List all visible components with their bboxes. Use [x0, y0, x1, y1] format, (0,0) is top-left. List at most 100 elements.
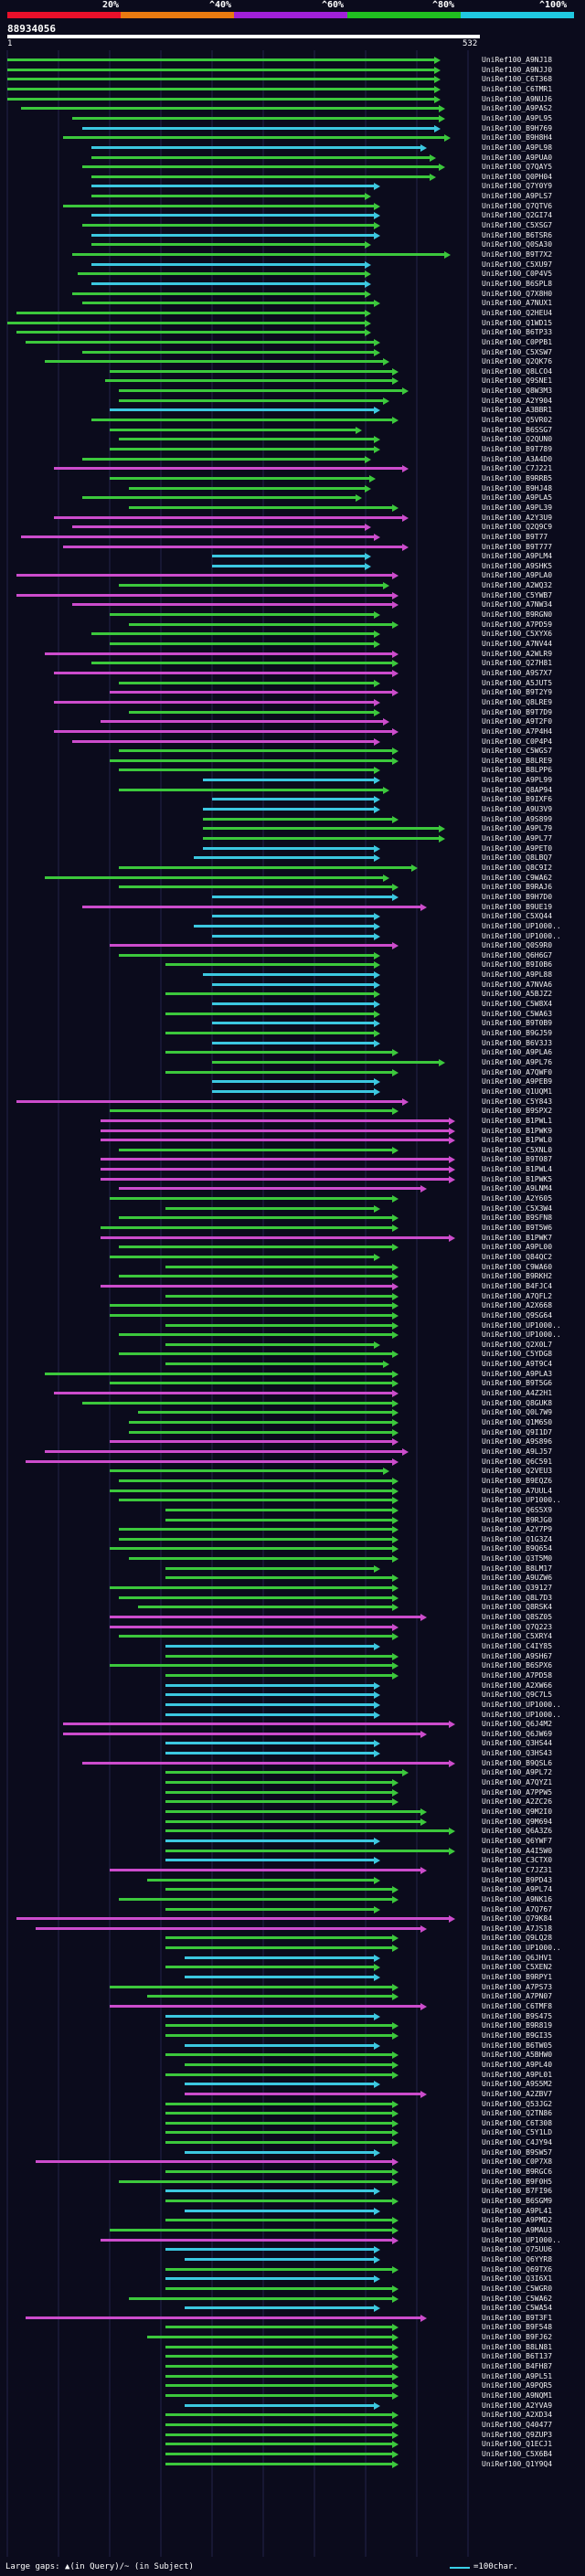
hit-label[interactable]: UniRef100_A9PL74 [482, 1885, 553, 1894]
hit-bar[interactable] [110, 428, 356, 431]
hit-row[interactable]: UniRef100_C7JZ31 [0, 1866, 585, 1876]
hit-label[interactable]: UniRef100_A9T9C4 [482, 1360, 553, 1369]
hit-row[interactable]: UniRef100_B6TP33 [0, 328, 585, 338]
hit-label[interactable]: UniRef100_C5XYX6 [482, 630, 553, 639]
hit-row[interactable]: UniRef100_Q6YYR8 [0, 2255, 585, 2265]
hit-bar[interactable] [212, 1002, 375, 1006]
hit-bar[interactable] [110, 448, 375, 451]
hit-bar[interactable] [165, 2219, 394, 2222]
hit-bar[interactable] [128, 710, 375, 714]
hit-row[interactable]: UniRef100_A9PL95 [0, 114, 585, 124]
hit-label[interactable]: UniRef100_B6TSR6 [482, 230, 553, 239]
hit-bar[interactable] [90, 195, 366, 198]
hit-label[interactable]: UniRef100_B9SFN8 [482, 1214, 553, 1223]
hit-label[interactable]: UniRef100_A9UZW6 [482, 1574, 553, 1583]
hit-bar[interactable] [165, 1051, 394, 1055]
hit-bar[interactable] [72, 253, 445, 256]
hit-row[interactable]: UniRef100_Q9ZUP3 [0, 2431, 585, 2441]
hit-row[interactable]: UniRef100_A4I5W0 [0, 1847, 585, 1857]
hit-bar[interactable] [119, 1333, 394, 1337]
hit-label[interactable]: UniRef100_Q2HEU4 [482, 308, 553, 317]
hit-label[interactable]: UniRef100_Q84QC2 [482, 1252, 553, 1261]
hit-bar[interactable] [212, 1080, 375, 1084]
hit-row[interactable]: UniRef100_B9PD43 [0, 1876, 585, 1886]
hit-label[interactable]: UniRef100_A9LNM4 [482, 1184, 553, 1193]
hit-bar[interactable] [110, 2005, 421, 2008]
hit-bar[interactable] [110, 1382, 394, 1385]
hit-label[interactable]: UniRef100_A7PPW5 [482, 1787, 553, 1797]
hit-bar[interactable] [101, 720, 385, 724]
hit-row[interactable]: UniRef100_B9H769 [0, 124, 585, 134]
hit-row[interactable]: UniRef100_A9UZW6 [0, 1574, 585, 1584]
hit-bar[interactable] [184, 2092, 421, 2095]
hit-bar[interactable] [16, 331, 366, 334]
hit-label[interactable]: UniRef100_B9R819 [482, 2021, 553, 2030]
hit-bar[interactable] [81, 126, 436, 130]
hit-row[interactable]: UniRef100_Q8LRE9 [0, 698, 585, 708]
hit-row[interactable]: UniRef100_B9T5G6 [0, 1379, 585, 1389]
hit-bar[interactable] [212, 1041, 375, 1044]
hit-label[interactable]: UniRef100_A9PL00 [482, 1243, 553, 1252]
hit-bar[interactable] [165, 1888, 394, 1892]
hit-row[interactable]: UniRef100_B9HJ48 [0, 484, 585, 494]
hit-bar[interactable] [165, 1742, 375, 1745]
hit-label[interactable]: UniRef100_A9T2F0 [482, 717, 553, 726]
hit-row[interactable]: UniRef100_B6SGM9 [0, 2197, 585, 2207]
hit-label[interactable]: UniRef100_Q3HS44 [482, 1739, 553, 1748]
hit-label[interactable]: UniRef100_A9SH67 [482, 1651, 553, 1660]
hit-row[interactable]: UniRef100_B6TSR6 [0, 230, 585, 241]
hit-label[interactable]: UniRef100_A2Y605 [482, 1194, 553, 1203]
hit-bar[interactable] [72, 603, 394, 607]
hit-row[interactable]: UniRef100_A9LNM4 [0, 1184, 585, 1194]
hit-row[interactable]: UniRef100_Q7QTV6 [0, 202, 585, 212]
hit-label[interactable]: UniRef100_B9RJG0 [482, 1515, 553, 1524]
hit-label[interactable]: UniRef100_B8LN81 [482, 2342, 553, 2351]
hit-label[interactable]: UniRef100_B1PWL1 [482, 1116, 553, 1125]
hit-row[interactable]: UniRef100_C5X3W4 [0, 1204, 585, 1214]
hit-label[interactable]: UniRef100_UP1000.. [482, 1496, 561, 1505]
hit-bar[interactable] [54, 515, 403, 519]
hit-label[interactable]: UniRef100_B9F0H5 [482, 2177, 553, 2186]
hit-label[interactable]: UniRef100_A9PL79 [482, 824, 553, 833]
hit-label[interactable]: UniRef100_Q0PH04 [482, 172, 553, 181]
hit-label[interactable]: UniRef100_Q6YWF7 [482, 1836, 553, 1845]
hit-label[interactable]: UniRef100_Q79K84 [482, 1914, 553, 1924]
hit-label[interactable]: UniRef100_B9GI35 [482, 2030, 553, 2040]
hit-bar[interactable] [16, 1917, 450, 1921]
hit-row[interactable]: UniRef100_Q0SA30 [0, 240, 585, 250]
hit-bar[interactable] [165, 2374, 394, 2378]
hit-label[interactable]: UniRef100_B9UE19 [482, 902, 553, 911]
hit-row[interactable]: UniRef100_B1PWL1 [0, 1116, 585, 1127]
hit-row[interactable]: UniRef100_A9PLA3 [0, 1370, 585, 1380]
hit-row[interactable]: UniRef100_B9GI35 [0, 2030, 585, 2041]
hit-row[interactable]: UniRef100_A9S5M2 [0, 2080, 585, 2090]
hit-bar[interactable] [165, 1966, 375, 1969]
hit-row[interactable]: UniRef100_Q6A3Z6 [0, 1827, 585, 1837]
hit-row[interactable]: UniRef100_A2ZBV7 [0, 2090, 585, 2100]
hit-bar[interactable] [128, 1557, 394, 1561]
hit-row[interactable]: UniRef100_A9PL79 [0, 824, 585, 834]
hit-label[interactable]: UniRef100_B6V3J3 [482, 1038, 553, 1047]
hit-row[interactable]: UniRef100_A9PAS2 [0, 104, 585, 114]
hit-label[interactable]: UniRef100_C0P4P4 [482, 737, 553, 746]
hit-bar[interactable] [165, 1566, 375, 1570]
hit-row[interactable]: UniRef100_A9NQM1 [0, 2391, 585, 2401]
hit-label[interactable]: UniRef100_Q2Q9C9 [482, 523, 553, 532]
hit-bar[interactable] [165, 1800, 394, 1804]
hit-bar[interactable] [203, 779, 375, 782]
hit-row[interactable]: UniRef100_B9RGC6 [0, 2168, 585, 2178]
hit-row[interactable]: UniRef100_C5WA54 [0, 2304, 585, 2314]
hit-label[interactable]: UniRef100_A9PL77 [482, 834, 553, 843]
hit-bar[interactable] [165, 2462, 394, 2465]
hit-bar[interactable] [128, 1421, 394, 1424]
hit-bar[interactable] [54, 467, 403, 471]
hit-label[interactable]: UniRef100_A9PL99 [482, 776, 553, 785]
hit-bar[interactable] [165, 2072, 394, 2076]
hit-row[interactable]: UniRef100_C5XSW7 [0, 348, 585, 358]
hit-bar[interactable] [110, 1547, 394, 1551]
hit-row[interactable]: UniRef100_C6T308 [0, 2119, 585, 2129]
hit-bar[interactable] [110, 1313, 394, 1317]
hit-bar[interactable] [110, 1304, 394, 1308]
hit-bar[interactable] [7, 68, 436, 71]
hit-label[interactable]: UniRef100_Q9SG64 [482, 1310, 553, 1320]
